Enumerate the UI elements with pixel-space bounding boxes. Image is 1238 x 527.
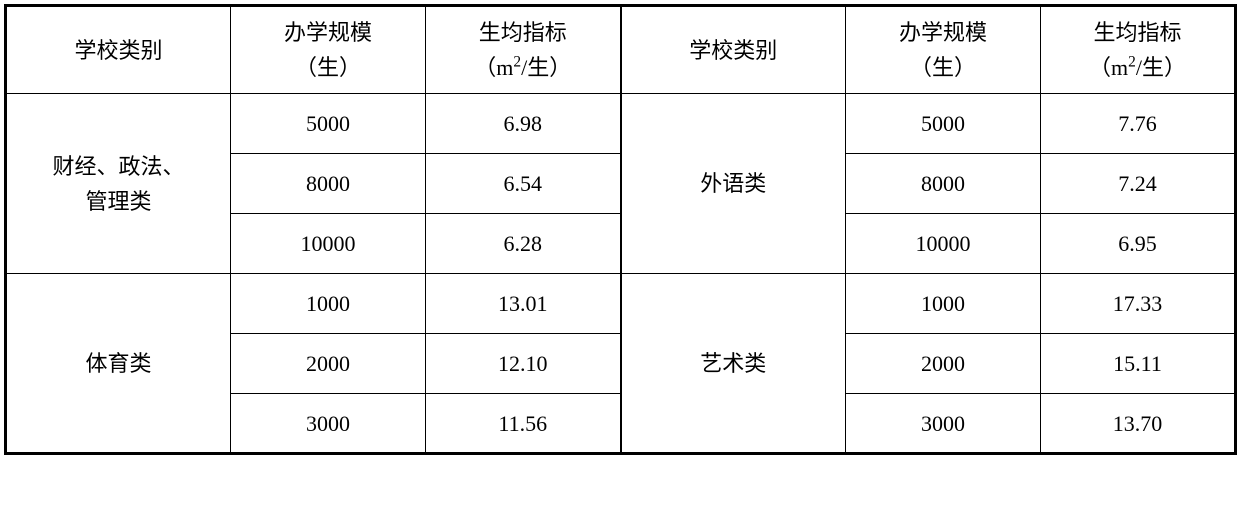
header-label: 学校类别 [74,38,162,63]
scale-cell: 1000 [846,274,1041,334]
header-label-line2: （生） [910,55,976,80]
category-line1: 财经、政法、 [52,154,184,179]
category-label: 外语类 [700,171,766,196]
scale-cell: 5000 [231,94,426,154]
scale-cell: 8000 [231,154,426,214]
scale-cell: 1000 [231,274,426,334]
metric-cell: 15.11 [1041,334,1236,394]
data-table: 学校类别 办学规模 （生） 生均指标 （m2/生） 学校类别 办学规模 （生） … [4,4,1237,455]
header-category-left: 学校类别 [6,6,231,94]
metric-cell: 6.54 [426,154,621,214]
scale-cell: 10000 [231,214,426,274]
scale-cell: 10000 [846,214,1041,274]
category-label: 体育类 [85,351,151,376]
header-label-line1: 办学规模 [284,20,372,45]
table-header-row: 学校类别 办学规模 （生） 生均指标 （m2/生） 学校类别 办学规模 （生） … [6,6,1236,94]
scale-cell: 3000 [846,394,1041,454]
metric-cell: 6.98 [426,94,621,154]
school-standards-table: 学校类别 办学规模 （生） 生均指标 （m2/生） 学校类别 办学规模 （生） … [4,4,1234,455]
metric-cell: 11.56 [426,394,621,454]
header-label-line2: （生） [295,55,361,80]
table-row: 体育类 1000 13.01 艺术类 1000 17.33 [6,274,1236,334]
header-scale-right: 办学规模 （生） [846,6,1041,94]
metric-cell: 13.01 [426,274,621,334]
scale-cell: 2000 [231,334,426,394]
header-label: 学校类别 [689,38,777,63]
category-cell-left: 体育类 [6,274,231,454]
scale-cell: 5000 [846,94,1041,154]
category-label: 艺术类 [700,351,766,376]
metric-cell: 17.33 [1041,274,1236,334]
header-sup: 2 [1128,54,1136,71]
header-label-line1: 生均指标 [1093,20,1181,45]
category-cell-left: 财经、政法、 管理类 [6,94,231,274]
header-label-line1: 生均指标 [479,20,567,45]
header-label-line2-suffix: /生） [521,55,571,80]
header-label-line2-suffix: /生） [1136,55,1186,80]
header-label-line2-prefix: （m [474,55,513,80]
category-cell-right: 外语类 [621,94,846,274]
metric-cell: 13.70 [1041,394,1236,454]
category-line2: 管理类 [85,189,151,214]
metric-cell: 6.28 [426,214,621,274]
metric-cell: 6.95 [1041,214,1236,274]
metric-cell: 7.76 [1041,94,1236,154]
header-scale-left: 办学规模 （生） [231,6,426,94]
header-metric-left: 生均指标 （m2/生） [426,6,621,94]
header-metric-right: 生均指标 （m2/生） [1041,6,1236,94]
scale-cell: 3000 [231,394,426,454]
scale-cell: 2000 [846,334,1041,394]
header-label-line2-prefix: （m [1089,55,1128,80]
metric-cell: 7.24 [1041,154,1236,214]
table-row: 财经、政法、 管理类 5000 6.98 外语类 5000 7.76 [6,94,1236,154]
scale-cell: 8000 [846,154,1041,214]
header-sup: 2 [513,54,521,71]
metric-cell: 12.10 [426,334,621,394]
category-cell-right: 艺术类 [621,274,846,454]
header-category-right: 学校类别 [621,6,846,94]
header-label-line1: 办学规模 [899,20,987,45]
